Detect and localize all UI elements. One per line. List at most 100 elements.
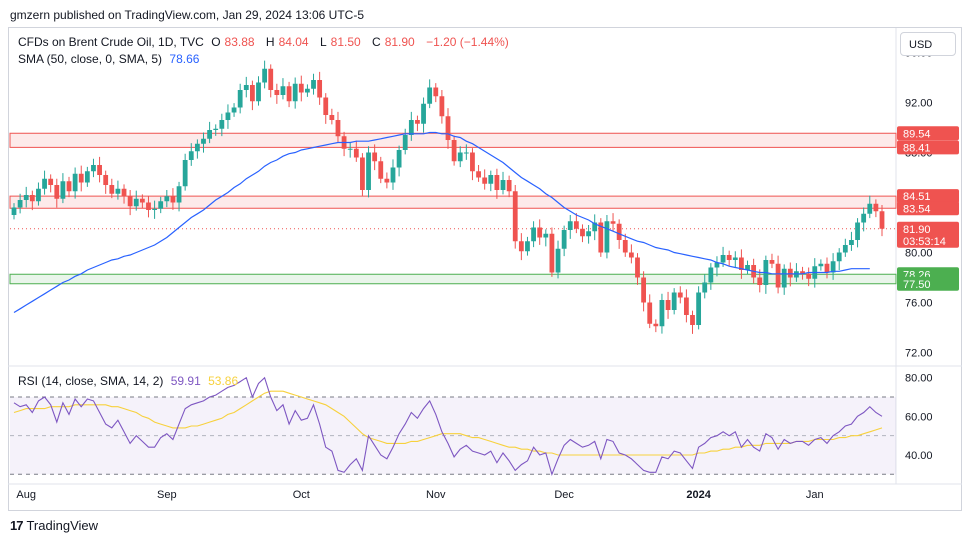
candle-body — [800, 271, 805, 274]
candle-body — [121, 188, 127, 197]
candle-body — [347, 148, 353, 150]
candle-body — [243, 85, 249, 90]
candle-body — [842, 245, 848, 253]
candle-body — [256, 82, 261, 102]
candle-body — [830, 261, 836, 273]
candle-body — [567, 221, 573, 230]
candle-body — [164, 196, 170, 202]
candle-body — [360, 157, 365, 190]
price-label-tag — [897, 189, 959, 204]
candle-body — [671, 292, 677, 310]
candle-body — [237, 90, 243, 108]
candle-body — [769, 260, 775, 264]
candle-body — [561, 230, 567, 249]
currency-button[interactable]: USD — [900, 32, 956, 56]
candle-body — [470, 152, 475, 172]
candle-body — [439, 96, 445, 117]
price-label-text: 81.90 — [903, 224, 931, 236]
price-label-text: 77.50 — [903, 279, 931, 291]
brand-name: TradingView — [26, 518, 99, 533]
candle-body — [653, 323, 659, 327]
candle-body — [494, 175, 500, 190]
rsi-label: RSI (14, close, SMA, 14, 2) — [18, 374, 164, 388]
candle-body — [531, 227, 536, 242]
candle-body — [616, 223, 622, 240]
candle-body — [91, 165, 96, 172]
candle-body — [66, 181, 72, 192]
sma-value: 78.66 — [169, 52, 200, 66]
candle-body — [879, 211, 885, 229]
candle-body — [836, 252, 842, 262]
candle-body — [11, 207, 17, 215]
candle-body — [127, 196, 133, 207]
candle-body — [323, 97, 329, 115]
price-tick-label: 92.00 — [905, 98, 933, 110]
rsi-legend: RSI (14, close, SMA, 14, 2) 59.91 53.86 — [18, 374, 242, 388]
candle-body — [610, 221, 616, 224]
candle-body — [573, 221, 579, 229]
candle-body — [176, 186, 182, 203]
candle-body — [17, 200, 23, 208]
candle-body — [378, 161, 384, 179]
candle-body — [194, 143, 200, 152]
ohlc-low: L 81.50 — [320, 35, 365, 49]
candle-body — [635, 257, 640, 278]
candle-body — [665, 300, 671, 310]
candle-body — [115, 188, 121, 194]
candle-body — [402, 135, 408, 150]
candle-body — [690, 315, 695, 325]
candle-body — [158, 201, 164, 209]
price-label-tag — [897, 276, 959, 291]
candle-body — [286, 86, 292, 102]
candle-body — [48, 178, 54, 185]
candle-body — [170, 196, 176, 203]
candle-body — [366, 152, 371, 190]
price-label-text: 88.41 — [903, 142, 931, 154]
candle-body — [647, 302, 653, 324]
candle-body — [42, 178, 47, 189]
symbol-legend: CFDs on Brent Crude Oil, 1D, TVC O 83.88 … — [18, 35, 513, 49]
candle-body — [335, 120, 341, 137]
low-label: L — [319, 35, 327, 49]
candle-body — [78, 173, 84, 183]
candle-body — [433, 87, 439, 97]
tradingview-logo-icon: 17 — [10, 518, 24, 533]
candle-body — [72, 173, 78, 192]
candle-body — [476, 171, 481, 178]
footer-brand[interactable]: 17 TradingView — [10, 518, 98, 533]
rsi-sma-line — [13, 390, 883, 456]
candle-body — [806, 273, 812, 279]
candle-body — [683, 297, 689, 315]
ohlc-open: O 83.88 — [211, 35, 258, 49]
candle-body — [592, 222, 598, 232]
candle-body — [604, 221, 610, 253]
candle-body — [268, 68, 274, 90]
close-label: C — [372, 35, 381, 49]
candle-body — [873, 203, 879, 212]
price-tick-label: 76.00 — [905, 298, 933, 310]
candle-body — [329, 115, 335, 120]
candle-body — [745, 265, 750, 270]
candle-body — [384, 178, 390, 183]
candle-body — [445, 116, 451, 140]
rsi-tick-label: 40.00 — [905, 450, 933, 462]
zone-resistance-1 — [9, 195, 897, 209]
high-value: 84.04 — [278, 35, 309, 49]
candle-body — [855, 222, 860, 240]
time-tick-label: Aug — [16, 489, 36, 501]
candle-body — [702, 282, 708, 293]
rsi-tick-label: 60.00 — [905, 411, 933, 423]
candle-body — [231, 107, 237, 113]
ohlc-close: C 81.90 — [372, 35, 419, 49]
candle-body — [708, 267, 714, 283]
publisher-line: gmzern published on TradingView.com, Jan… — [10, 8, 364, 22]
candle-body — [818, 263, 824, 267]
candle-body — [586, 231, 591, 237]
price-label-text: 83.54 — [903, 203, 931, 215]
price-tick-label: 72.00 — [905, 348, 933, 360]
candle-body — [732, 257, 738, 260]
price-label-tag — [897, 221, 959, 248]
change-value: −1.20 (−1.44%) — [426, 35, 509, 49]
candle-body — [23, 195, 29, 200]
